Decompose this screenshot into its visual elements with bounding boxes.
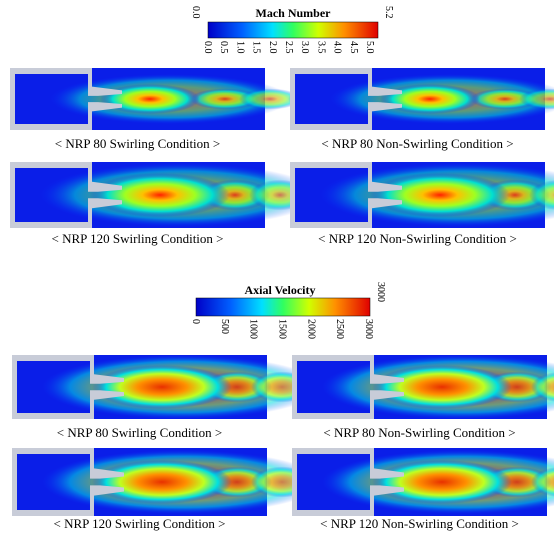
colorbar-tick-label: 2.5 [283, 41, 294, 54]
colorbar-max: 5.2 [383, 6, 394, 19]
colorbar-min: 0.0 [190, 6, 201, 19]
plume-core [92, 365, 232, 409]
shock-cell [519, 88, 554, 110]
colorbar-tick-label: 3000 [363, 319, 374, 339]
colorbar-tick-label: 4.5 [348, 41, 359, 54]
plume-core [92, 460, 232, 504]
colorbar-tick-label: 4.0 [332, 41, 343, 54]
panel-caption: < NRP 120 Non-Swirling Condition > [318, 231, 517, 246]
panel-caption: < NRP 120 Non-Swirling Condition > [320, 516, 519, 531]
shock-cell [529, 179, 554, 211]
plume-core [372, 365, 512, 409]
mach-colorbar [207, 21, 379, 39]
colorbar-tick-label: 5.0 [364, 41, 375, 54]
contour-panel [10, 68, 342, 130]
colorbar-tick-label: 2000 [305, 319, 316, 339]
colorbar-max: 3000 [375, 282, 386, 302]
shock-cell [190, 88, 260, 110]
contour-panel [292, 355, 554, 419]
shock-cell [239, 88, 301, 110]
plume-core [90, 173, 230, 217]
colorbar-title: Mach Number [256, 6, 332, 20]
panel-caption: < NRP 80 Swirling Condition > [57, 425, 223, 440]
contour-panel [12, 448, 354, 516]
contour-panel [290, 162, 554, 228]
plume-core [100, 84, 200, 114]
colorbar-tick-label: 0 [190, 319, 201, 324]
panel-caption: < NRP 120 Swirling Condition > [53, 516, 225, 531]
panel-caption: < NRP 80 Non-Swirling Condition > [321, 136, 513, 151]
velocity-colorbar [195, 297, 371, 317]
colorbar-tick-label: 3.0 [299, 41, 310, 54]
colorbar-tick-label: 3.5 [315, 41, 326, 54]
contour-panel [290, 68, 554, 130]
shock-cell [470, 88, 540, 110]
colorbar-tick-label: 2.0 [267, 41, 278, 54]
plume-core [370, 173, 510, 217]
contour-panel [292, 448, 554, 516]
plume-core [380, 84, 480, 114]
colorbar-tick-label: 1000 [248, 319, 259, 339]
shock-cell [531, 467, 554, 497]
shock-cell [531, 372, 554, 402]
colorbar-tick-label: 500 [219, 319, 230, 334]
panel-caption: < NRP 80 Swirling Condition > [55, 136, 221, 151]
colorbar-tick-label: 0.5 [218, 41, 229, 54]
plume-core [372, 460, 512, 504]
colorbar-tick-label: 1500 [277, 319, 288, 339]
colorbar-tick-label: 2500 [334, 319, 345, 339]
colorbar-tick-label: 0.0 [202, 41, 213, 54]
panel-caption: < NRP 80 Non-Swirling Condition > [323, 425, 515, 440]
colorbar-title: Axial Velocity [245, 283, 316, 297]
colorbar-tick-label: 1.5 [251, 41, 262, 54]
colorbar-tick-label: 1.0 [234, 41, 245, 54]
panel-caption: < NRP 120 Swirling Condition > [51, 231, 223, 246]
